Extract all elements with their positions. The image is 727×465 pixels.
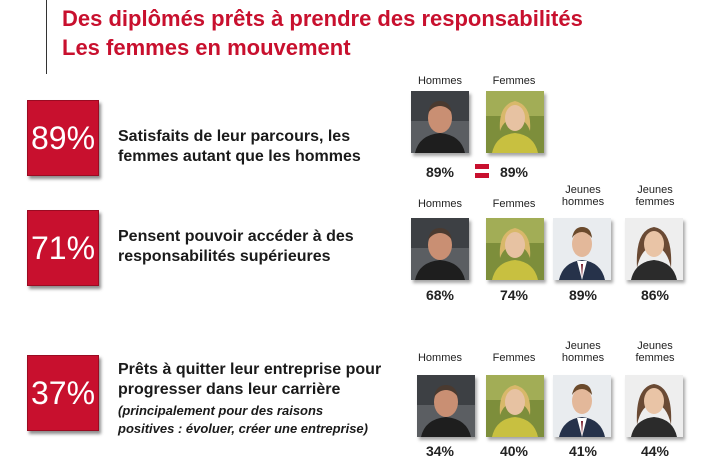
woman-photo-icon: [486, 91, 544, 153]
row3-value-hommes: 34%: [425, 443, 455, 459]
row1-value-hommes: 89%: [425, 164, 455, 180]
young-man-photo-icon: [553, 375, 611, 437]
row2-label-femmes: Femmes: [492, 198, 536, 210]
row3-note-line2: positives : évoluer, créer une entrepris…: [118, 421, 368, 436]
row3-label-femmes: Femmes: [492, 352, 536, 364]
row3-text-line1: Prêts à quitter leur entreprise pour: [118, 361, 382, 378]
title-line-1: Des diplômés prêts à prendre des respons…: [62, 6, 583, 31]
woman-photo-icon: [486, 375, 544, 437]
label-line: Jeunes: [637, 184, 673, 196]
row3-value-jeunes-hommes: 41%: [568, 443, 598, 459]
percent-badge-row3: 37%: [27, 355, 99, 431]
label-line: femmes: [635, 352, 675, 364]
label-line: Jeunes: [565, 184, 601, 196]
row3-note-line1: (principalement pour des raisons: [118, 403, 324, 418]
row1-label-hommes: Hommes: [417, 75, 462, 87]
row2-value-femmes: 74%: [499, 287, 529, 303]
label-line: Jeunes: [637, 340, 673, 352]
row3-text: Prêts à quitter leur entreprise pour pro…: [118, 360, 381, 438]
row2-text-line2: responsabilités supérieures: [118, 248, 331, 265]
woman-photo-icon: [486, 218, 544, 280]
row1-text: Satisfaits de leur parcours, les femmes …: [118, 127, 361, 167]
young-woman-photo-icon: [625, 375, 683, 437]
row1-text-line1: Satisfaits de leur parcours, les: [118, 128, 351, 145]
man-photo-icon: [417, 375, 475, 437]
row2-label-hommes: Hommes: [417, 198, 462, 210]
row2-label-jeunes-hommes: Jeunes hommes: [548, 184, 618, 208]
equals-icon: [475, 164, 489, 178]
label-line: Jeunes: [565, 340, 601, 352]
row1-text-line2: femmes autant que les hommes: [118, 148, 361, 165]
man-photo-icon: [411, 218, 469, 280]
young-man-photo-icon: [553, 218, 611, 280]
page-title: Des diplômés prêts à prendre des respons…: [62, 4, 583, 62]
row2-label-jeunes-femmes: Jeunes femmes: [620, 184, 690, 208]
row3-label-jeunes-hommes: Jeunes hommes: [548, 340, 618, 364]
young-woman-photo-icon: [625, 218, 683, 280]
row2-value-jeunes-hommes: 89%: [568, 287, 598, 303]
row3-text-line2: progresser dans leur carrière: [118, 381, 341, 398]
row1-value-femmes: 89%: [499, 164, 529, 180]
title-divider: [46, 0, 47, 74]
row3-value-jeunes-femmes: 44%: [640, 443, 670, 459]
row1-label-femmes: Femmes: [492, 75, 536, 87]
title-line-2: Les femmes en mouvement: [62, 35, 351, 60]
label-line: hommes: [561, 352, 605, 364]
row2-text-line1: Pensent pouvoir accéder à des: [118, 228, 354, 245]
row3-label-hommes: Hommes: [417, 352, 462, 364]
row3-label-jeunes-femmes: Jeunes femmes: [620, 340, 690, 364]
row2-value-jeunes-femmes: 86%: [640, 287, 670, 303]
label-line: femmes: [635, 196, 675, 208]
row2-value-hommes: 68%: [425, 287, 455, 303]
label-line: hommes: [561, 196, 605, 208]
percent-badge-row1: 89%: [27, 100, 99, 176]
percent-badge-row2: 71%: [27, 210, 99, 286]
row2-text: Pensent pouvoir accéder à des responsabi…: [118, 227, 354, 267]
row3-value-femmes: 40%: [499, 443, 529, 459]
man-photo-icon: [411, 91, 469, 153]
row3-note: (principalement pour des raisons positiv…: [118, 402, 381, 438]
